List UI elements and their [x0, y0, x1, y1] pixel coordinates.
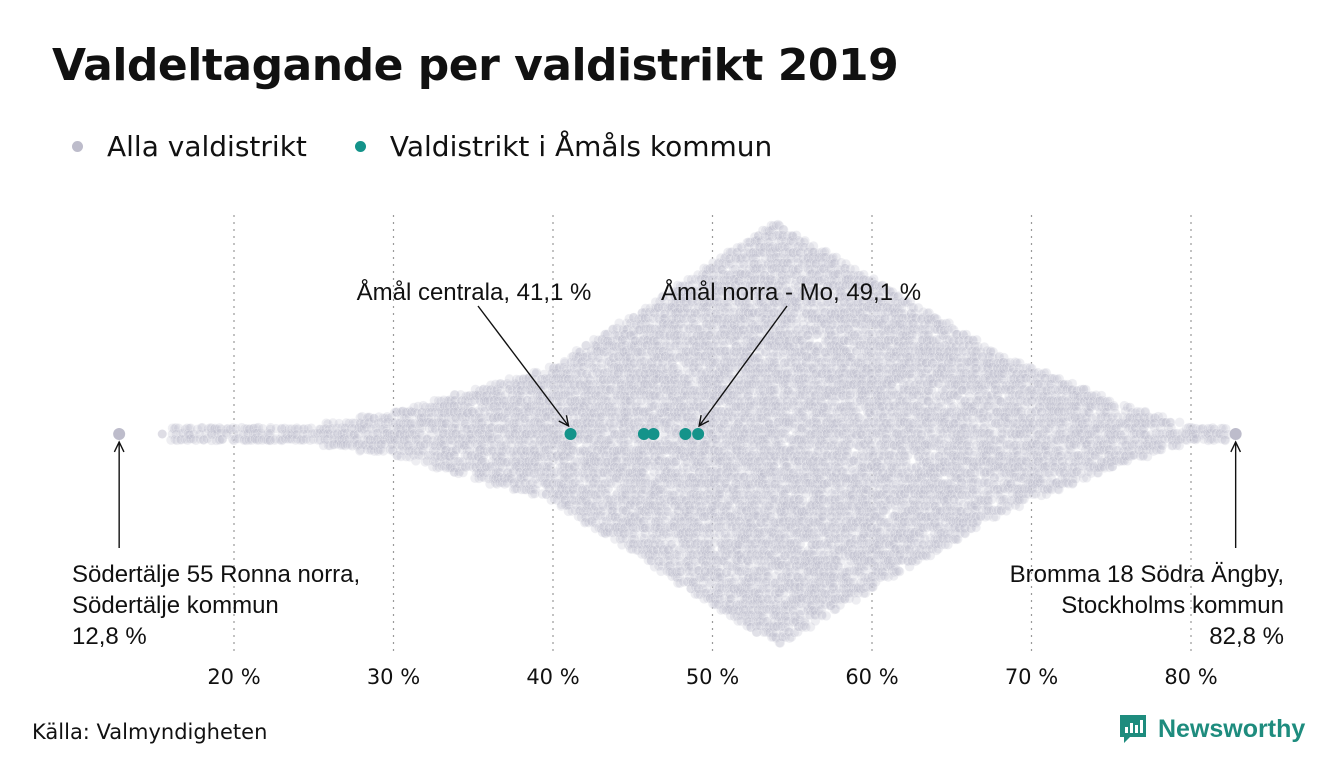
swarm-point — [253, 435, 264, 446]
swarm-point — [276, 423, 287, 434]
swarm-point — [157, 429, 167, 439]
swarm-point — [230, 433, 241, 444]
legend-label: Alla valdistrikt — [107, 130, 307, 163]
legend-dot-icon — [72, 141, 83, 152]
legend-dot-icon — [354, 141, 366, 152]
chart-title: Valdeltagande per valdistrikt 2019 — [52, 40, 899, 91]
swarm-point — [257, 435, 268, 446]
swarm-point — [269, 435, 280, 446]
swarm-point — [286, 434, 297, 445]
swarm-point — [289, 424, 300, 435]
swarm-point — [211, 424, 222, 435]
swarm-point — [171, 435, 182, 446]
legend-label: Valdistrikt i Åmåls kommun — [389, 130, 773, 163]
swarm-point — [221, 428, 232, 439]
legend: Alla valdistrikt Valdistrikt i Åmåls kom… — [72, 130, 820, 163]
swarm-point — [217, 434, 228, 445]
swarm-point — [167, 423, 178, 434]
swarm-point — [179, 434, 190, 445]
swarm-point — [302, 423, 313, 434]
swarm-point — [190, 435, 201, 446]
swarm-point — [270, 423, 281, 434]
swarm-points — [157, 219, 1233, 648]
swarm-point — [175, 434, 186, 445]
swarm-point — [257, 423, 268, 434]
legend-item-all: Alla valdistrikt — [72, 130, 307, 163]
swarm-point — [253, 422, 264, 433]
swarm-point — [265, 424, 276, 435]
swarm-point — [298, 424, 309, 435]
swarm-point — [227, 434, 238, 445]
legend-item-amal: Valdistrikt i Åmåls kommun — [354, 130, 773, 163]
